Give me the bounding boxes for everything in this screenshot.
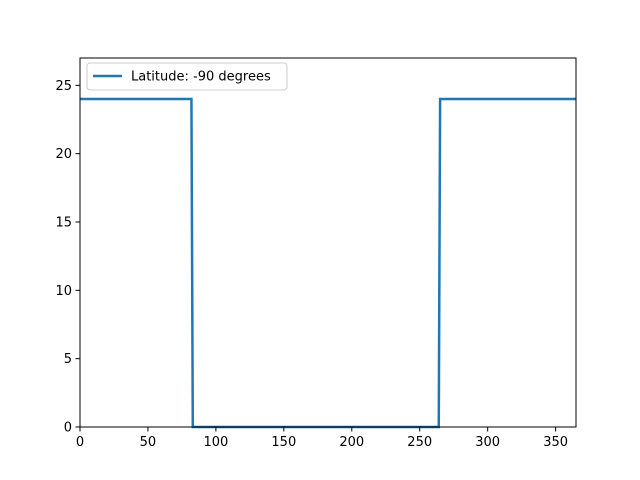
x-tick-label: 250 — [407, 435, 432, 450]
x-tick-label: 0 — [76, 435, 84, 450]
x-tick-label: 100 — [203, 435, 228, 450]
x-tick-label: 200 — [339, 435, 364, 450]
series-line-0 — [80, 97, 576, 429]
series-layer — [80, 97, 576, 429]
x-tick-label: 300 — [475, 435, 500, 450]
x-tick-label: 50 — [140, 435, 157, 450]
y-tick-label: 15 — [55, 216, 72, 231]
x-tick-label: 350 — [543, 435, 568, 450]
axes-frame — [79, 57, 577, 428]
y-tick-label: 10 — [55, 284, 72, 299]
x-tick-label: 150 — [271, 435, 296, 450]
y-tick-label: 5 — [64, 352, 72, 367]
legend-box — [86, 62, 288, 91]
legend: Latitude: -90 degrees — [86, 62, 288, 91]
y-tick-label: 0 — [64, 421, 72, 436]
axes-layer: 0 50 100 150 200 250 300 350 0 5 10 15 20 25 — [55, 57, 577, 450]
y-tick-label: 25 — [55, 79, 72, 94]
legend-label: Latitude: -90 degrees — [131, 70, 271, 85]
y-tick-label: 20 — [55, 147, 72, 162]
